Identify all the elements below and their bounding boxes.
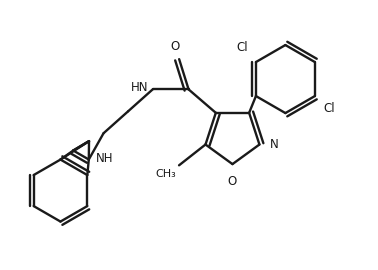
- Text: O: O: [228, 176, 237, 188]
- Text: CH₃: CH₃: [155, 169, 176, 179]
- Text: HN: HN: [131, 81, 148, 94]
- Text: O: O: [171, 40, 180, 53]
- Text: NH: NH: [96, 152, 113, 165]
- Text: Cl: Cl: [236, 41, 248, 54]
- Text: Cl: Cl: [323, 102, 335, 115]
- Text: N: N: [270, 138, 279, 151]
